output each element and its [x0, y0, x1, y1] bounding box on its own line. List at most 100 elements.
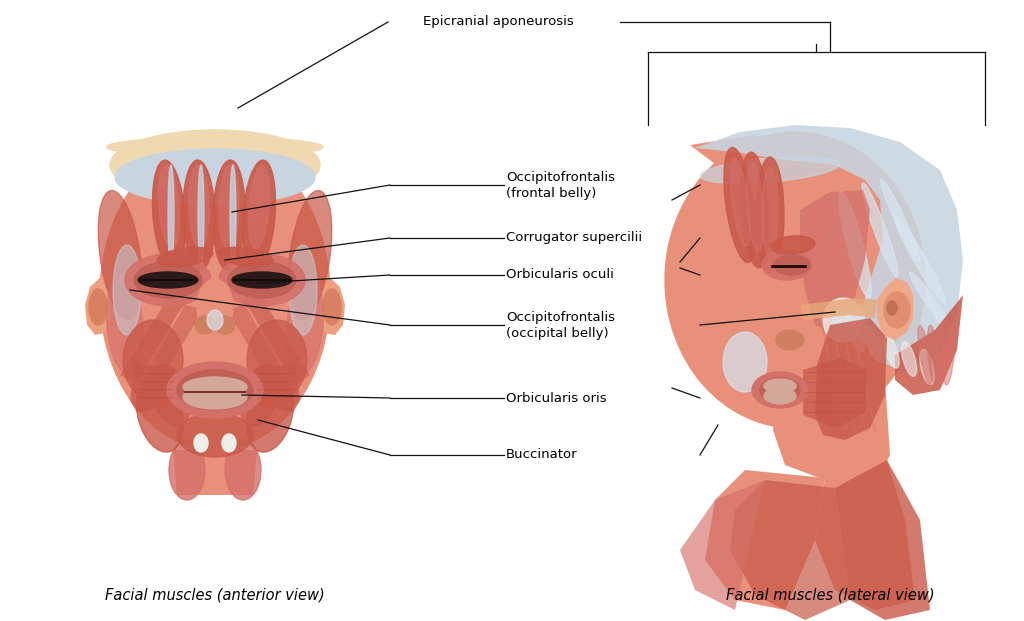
Ellipse shape: [909, 272, 956, 338]
Ellipse shape: [168, 165, 174, 265]
Polygon shape: [803, 358, 867, 428]
Ellipse shape: [323, 289, 341, 325]
Ellipse shape: [762, 250, 812, 280]
Ellipse shape: [195, 316, 215, 334]
Polygon shape: [800, 298, 877, 320]
Ellipse shape: [823, 298, 863, 342]
Polygon shape: [680, 480, 765, 610]
Ellipse shape: [207, 310, 223, 330]
Ellipse shape: [215, 316, 234, 334]
Text: Occipitofrontalis: Occipitofrontalis: [506, 310, 615, 324]
Polygon shape: [835, 460, 930, 620]
Ellipse shape: [723, 332, 767, 392]
Ellipse shape: [113, 245, 141, 335]
Ellipse shape: [895, 217, 945, 304]
Ellipse shape: [845, 304, 853, 340]
Ellipse shape: [724, 148, 756, 263]
Polygon shape: [800, 190, 870, 335]
Ellipse shape: [198, 165, 204, 265]
Ellipse shape: [247, 378, 294, 452]
Ellipse shape: [883, 334, 899, 368]
Ellipse shape: [89, 289, 106, 325]
Ellipse shape: [158, 247, 213, 267]
Ellipse shape: [225, 440, 261, 500]
Ellipse shape: [100, 140, 330, 450]
Ellipse shape: [194, 434, 208, 452]
Ellipse shape: [764, 379, 796, 393]
Ellipse shape: [752, 372, 808, 408]
Ellipse shape: [776, 330, 804, 350]
Ellipse shape: [240, 365, 281, 425]
Ellipse shape: [232, 272, 292, 288]
Ellipse shape: [774, 255, 810, 275]
Ellipse shape: [183, 377, 247, 397]
Ellipse shape: [864, 326, 882, 360]
Ellipse shape: [213, 160, 245, 270]
Polygon shape: [877, 278, 913, 340]
Ellipse shape: [764, 388, 796, 404]
Ellipse shape: [219, 165, 239, 249]
Ellipse shape: [740, 152, 770, 268]
Ellipse shape: [183, 160, 215, 270]
Ellipse shape: [730, 158, 751, 247]
Ellipse shape: [760, 378, 800, 402]
Ellipse shape: [771, 236, 815, 254]
Text: Facial muscles (anterior view): Facial muscles (anterior view): [105, 587, 325, 602]
Ellipse shape: [138, 272, 198, 288]
Polygon shape: [705, 470, 825, 610]
Text: Orbicularis oculi: Orbicularis oculi: [506, 268, 613, 281]
Ellipse shape: [150, 365, 190, 425]
Ellipse shape: [846, 319, 864, 351]
Text: Corrugator supercilii: Corrugator supercilii: [506, 232, 642, 245]
Ellipse shape: [169, 440, 205, 500]
Ellipse shape: [289, 245, 317, 335]
Ellipse shape: [110, 130, 319, 200]
Text: Buccinator: Buccinator: [506, 448, 578, 461]
Ellipse shape: [159, 165, 179, 249]
Ellipse shape: [134, 262, 202, 298]
Ellipse shape: [839, 192, 871, 298]
Ellipse shape: [167, 362, 263, 418]
Polygon shape: [730, 480, 850, 620]
Ellipse shape: [746, 162, 764, 252]
Polygon shape: [690, 135, 895, 485]
Polygon shape: [140, 305, 205, 390]
Ellipse shape: [249, 165, 269, 249]
Ellipse shape: [203, 281, 227, 325]
Polygon shape: [240, 295, 310, 385]
Polygon shape: [130, 363, 175, 413]
Polygon shape: [120, 295, 190, 385]
Ellipse shape: [222, 434, 236, 452]
Ellipse shape: [230, 165, 236, 265]
Ellipse shape: [901, 342, 916, 376]
Ellipse shape: [106, 275, 143, 375]
Polygon shape: [173, 450, 257, 495]
Ellipse shape: [177, 370, 253, 410]
Polygon shape: [895, 295, 963, 395]
Ellipse shape: [106, 137, 323, 157]
Ellipse shape: [243, 160, 275, 270]
Ellipse shape: [857, 304, 865, 340]
Ellipse shape: [920, 350, 934, 384]
Ellipse shape: [219, 254, 305, 306]
Polygon shape: [225, 305, 290, 390]
Ellipse shape: [936, 325, 946, 385]
Ellipse shape: [762, 167, 778, 257]
Text: (occipital belly): (occipital belly): [506, 327, 608, 340]
Ellipse shape: [918, 325, 932, 384]
Polygon shape: [85, 275, 110, 335]
Text: Occipitofrontalis: Occipitofrontalis: [506, 171, 615, 183]
Ellipse shape: [887, 301, 897, 315]
Ellipse shape: [177, 413, 253, 457]
Text: Epicranial aponeurosis: Epicranial aponeurosis: [423, 16, 573, 29]
Text: Facial muscles (lateral view): Facial muscles (lateral view): [726, 587, 934, 602]
Ellipse shape: [884, 292, 910, 328]
Ellipse shape: [943, 325, 954, 385]
Polygon shape: [319, 275, 345, 335]
Ellipse shape: [928, 325, 939, 385]
Text: Orbicularis oris: Orbicularis oris: [506, 391, 606, 404]
Ellipse shape: [862, 183, 898, 277]
Ellipse shape: [228, 262, 296, 298]
Text: (frontal belly): (frontal belly): [506, 186, 596, 199]
Ellipse shape: [665, 132, 925, 428]
